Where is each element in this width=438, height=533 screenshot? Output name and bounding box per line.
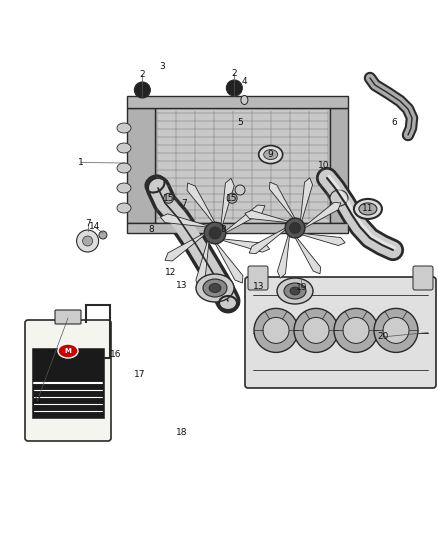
Text: 8: 8 [220,225,226,233]
FancyBboxPatch shape [330,108,348,223]
Polygon shape [214,242,243,283]
Text: 1: 1 [78,158,84,167]
Circle shape [164,193,173,203]
Polygon shape [224,205,265,233]
Ellipse shape [58,344,78,358]
Polygon shape [165,232,206,261]
Circle shape [209,227,221,239]
Circle shape [334,309,378,352]
Ellipse shape [117,203,131,213]
Text: 8: 8 [148,225,154,233]
Ellipse shape [117,183,131,193]
Circle shape [226,80,242,96]
Text: 7: 7 [85,220,91,228]
FancyBboxPatch shape [25,320,111,441]
Polygon shape [303,203,341,229]
Ellipse shape [259,146,283,164]
FancyBboxPatch shape [248,266,268,290]
Polygon shape [187,183,216,224]
Polygon shape [196,239,209,288]
Ellipse shape [117,143,131,153]
Polygon shape [269,182,296,220]
Text: 7: 7 [181,199,187,208]
FancyBboxPatch shape [245,277,436,388]
FancyBboxPatch shape [127,223,348,233]
Circle shape [383,317,409,343]
Circle shape [285,218,305,238]
Ellipse shape [290,287,300,295]
Circle shape [374,309,418,352]
Text: 10: 10 [318,161,330,169]
Polygon shape [300,178,313,223]
Ellipse shape [241,95,248,104]
Text: 15: 15 [163,194,174,203]
Text: 14: 14 [88,222,100,231]
Text: 21: 21 [32,397,43,405]
Ellipse shape [203,279,227,297]
Circle shape [343,317,369,343]
Text: 20: 20 [378,333,389,341]
FancyBboxPatch shape [155,108,330,223]
Circle shape [134,82,150,98]
Ellipse shape [209,284,221,293]
Polygon shape [160,214,209,227]
Ellipse shape [284,283,306,299]
Polygon shape [245,211,290,223]
Circle shape [254,309,298,352]
Polygon shape [221,179,234,227]
Circle shape [204,222,226,244]
Ellipse shape [117,123,131,133]
FancyBboxPatch shape [127,96,348,108]
Circle shape [294,309,338,352]
Ellipse shape [359,203,377,215]
Text: 2: 2 [232,69,237,78]
FancyBboxPatch shape [413,266,433,290]
Circle shape [83,236,92,246]
Circle shape [227,193,237,203]
Ellipse shape [196,274,234,302]
Polygon shape [249,228,287,254]
Text: 18: 18 [176,429,187,437]
Text: 13: 13 [176,281,187,289]
Text: 19: 19 [296,284,307,292]
Text: 16: 16 [110,350,122,359]
Circle shape [77,230,99,252]
Ellipse shape [117,163,131,173]
FancyBboxPatch shape [55,310,81,324]
Ellipse shape [264,150,278,159]
FancyBboxPatch shape [127,108,155,223]
Circle shape [235,185,245,195]
Text: 4: 4 [242,77,247,85]
Text: 2: 2 [140,70,145,79]
Text: 5: 5 [237,118,243,127]
Polygon shape [294,236,321,274]
Text: 3: 3 [159,62,165,71]
Polygon shape [221,239,270,252]
Text: 9: 9 [268,150,274,159]
Circle shape [303,317,329,343]
Polygon shape [300,233,345,246]
Ellipse shape [277,278,313,304]
Text: 17: 17 [134,370,146,378]
Ellipse shape [354,199,382,219]
Polygon shape [277,233,290,278]
Ellipse shape [330,190,348,206]
Text: 15: 15 [226,194,238,203]
Text: 13: 13 [253,282,264,291]
FancyBboxPatch shape [32,348,104,418]
Circle shape [263,317,289,343]
Text: 12: 12 [165,269,177,277]
Text: 11: 11 [362,205,374,213]
Text: M: M [64,348,71,354]
Circle shape [290,222,300,233]
Circle shape [99,231,107,239]
Text: 6: 6 [391,118,397,127]
